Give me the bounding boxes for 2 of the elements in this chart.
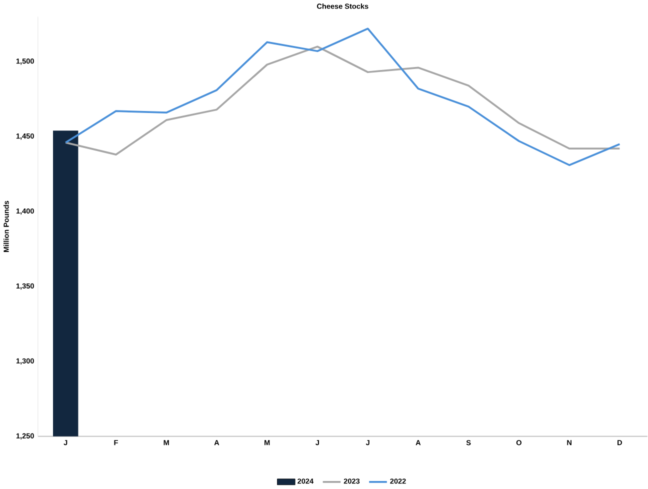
line-series (64, 28, 621, 166)
line-series (64, 46, 621, 156)
